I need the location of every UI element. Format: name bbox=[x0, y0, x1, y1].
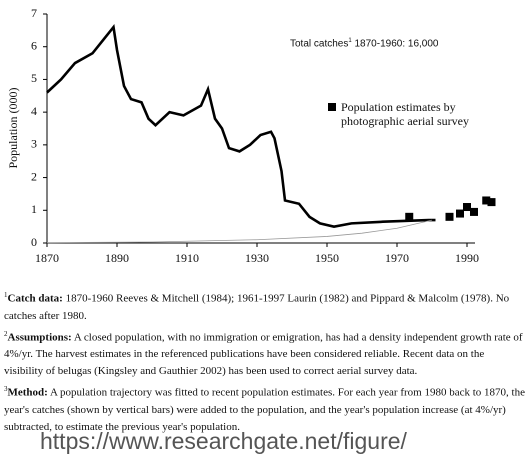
footnote-label: Catch data: bbox=[7, 292, 63, 305]
footnote-text: A closed population, with no immigration… bbox=[4, 331, 523, 378]
x-tick-label: 1890 bbox=[105, 251, 129, 265]
footnote: 3Method: A population trajectory was fit… bbox=[4, 381, 526, 436]
x-tick-label: 1950 bbox=[315, 251, 339, 265]
marker bbox=[470, 207, 478, 216]
y-tick-label: 7 bbox=[31, 6, 37, 20]
footnote-marker: 2 bbox=[4, 329, 8, 338]
x-tick-label: 1870 bbox=[35, 251, 59, 265]
footnote-marker: 1 bbox=[4, 291, 8, 299]
footnote-text: A population trajectory was fitted to re… bbox=[4, 386, 525, 433]
y-tick-label: 5 bbox=[31, 71, 37, 85]
annotation-text: Total catches bbox=[290, 38, 349, 50]
footnote-label: Assumptions: bbox=[7, 331, 72, 344]
x-tick-label: 1930 bbox=[245, 251, 269, 265]
y-tick-label: 3 bbox=[31, 137, 37, 151]
trend-line bbox=[46, 219, 433, 244]
footnote: 1Catch data: 1870-1960 Reeves & Mitchell… bbox=[4, 287, 526, 325]
marker bbox=[405, 212, 414, 221]
footnote-label: Method: bbox=[7, 386, 48, 399]
annotation-rest: 1870-1960: 16,000 bbox=[351, 38, 439, 50]
y-tick-label: 2 bbox=[31, 169, 37, 183]
marker bbox=[456, 209, 464, 218]
chart: Population (000) 0 1 2 3 4 5 6 7 1870 1890 1910 193… bbox=[6, 6, 496, 265]
legend-marker bbox=[328, 103, 336, 111]
marker bbox=[487, 198, 496, 207]
y-tick-label: 6 bbox=[31, 38, 37, 52]
annotation: Total catches1 1870-1960: 16,000 bbox=[290, 38, 438, 49]
y-tick-label: 4 bbox=[31, 104, 37, 118]
y-tick-label: 1 bbox=[31, 202, 37, 216]
population-line bbox=[46, 23, 436, 228]
footnotes: 1Catch data: 1870-1960 Reeves & Mitchell… bbox=[4, 287, 526, 437]
y-tick-label: 0 bbox=[31, 235, 37, 249]
footnote-marker: 3 bbox=[4, 385, 8, 394]
marker bbox=[482, 196, 491, 205]
marker bbox=[445, 212, 454, 221]
x-tick-label: 1990 bbox=[455, 251, 479, 265]
x-tick-label: 1970 bbox=[385, 251, 409, 265]
x-tick-label: 1910 bbox=[175, 251, 199, 265]
marker bbox=[463, 203, 471, 212]
legend-label: Population estimates by photographic aer… bbox=[341, 100, 469, 128]
footnote-text: 1870-1960 Reeves & Mitchell (1984); 1961… bbox=[4, 292, 510, 322]
footnote: 2Assumptions: A closed population, with … bbox=[4, 326, 526, 381]
annotation-sup: 1 bbox=[348, 38, 352, 44]
y-axis-label: Population (000) bbox=[6, 88, 20, 169]
watermark: https://www.researchgate.net/figure/ bbox=[40, 428, 407, 454]
